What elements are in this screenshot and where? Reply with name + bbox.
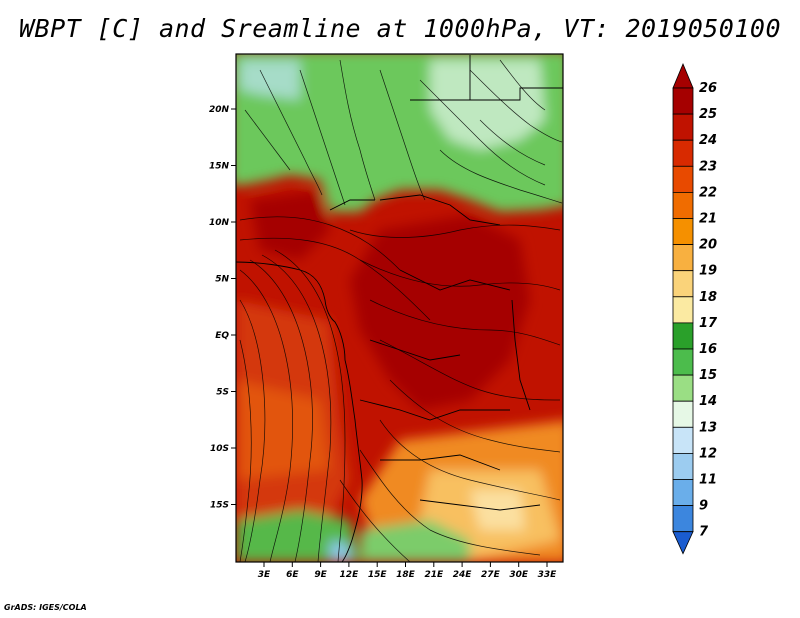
colorbar-label: 24 (699, 133, 717, 148)
colorbar-label: 19 (699, 264, 717, 279)
colorbar-top-arrow (672, 62, 694, 89)
colorbar-segment (672, 165, 694, 193)
colorbar-label: 9 (699, 499, 708, 514)
lon-tick-label: 27E (481, 570, 501, 580)
colorbar-segment (672, 426, 694, 454)
temperature-field (236, 54, 563, 562)
lat-tick-label: 15N (209, 162, 230, 172)
lon-tick-label: 9E (314, 570, 327, 580)
colorbar-label: 21 (699, 212, 717, 227)
colorbar-segment (672, 400, 694, 428)
colorbar-label: 20 (699, 238, 717, 253)
colorbar-segment (672, 505, 694, 533)
colorbar-label: 7 (699, 525, 709, 540)
colorbar-label: 12 (699, 446, 717, 461)
lon-tick-label: 21E (424, 570, 444, 580)
lon-tick-label: 33E (538, 570, 558, 580)
colorbar-segment (672, 452, 694, 480)
colorbar-label: 16 (699, 342, 717, 357)
colorbar-label: 22 (699, 185, 717, 200)
colorbar-label: 13 (699, 420, 717, 435)
colorbar-label: 26 (699, 81, 717, 96)
lon-tick-label: 18E (396, 570, 416, 580)
colorbar-segment (672, 374, 694, 402)
colorbar-segment (672, 296, 694, 324)
colorbar-label: 11 (699, 473, 717, 488)
lon-tick-label: 6E (286, 570, 299, 580)
colorbar-label: 23 (699, 159, 717, 174)
lon-tick-label: 15E (368, 570, 388, 580)
colorbar-segment (672, 479, 694, 507)
longitude-axis: 3E 6E 9E 12E 15E 18E 21E 24E 27E 30E 33E (258, 562, 557, 580)
colorbar: 26 25 24 23 22 21 20 19 18 17 16 15 14 13 12 11 9 7 (672, 62, 718, 555)
lon-tick-label: 24E (453, 570, 473, 580)
latitude-axis: 20N 15N 10N 5N EQ 5S 10S 15S (209, 105, 236, 511)
lon-tick-label: 3E (258, 570, 271, 580)
colorbar-segment (672, 270, 694, 298)
lat-tick-label: 10S (210, 444, 229, 454)
colorbar-segment (672, 191, 694, 219)
grads-credit: GrADS: IGES/COLA (4, 603, 87, 612)
colorbar-label: 15 (699, 368, 717, 383)
lat-tick-label: 5N (215, 275, 229, 285)
colorbar-label: 14 (699, 394, 717, 409)
lat-tick-label: 5S (216, 388, 229, 398)
streamlines (239, 59, 563, 562)
map-title: WBPT [C] and Sreamline at 1000hPa, VT: 2… (18, 14, 781, 43)
lat-tick-label: 20N (209, 105, 230, 115)
map-frame (235, 53, 564, 563)
colorbar-segment (672, 87, 694, 115)
colorbar-segment (672, 218, 694, 246)
colorbar-segment (672, 348, 694, 376)
colorbar-segment (672, 113, 694, 141)
colorbar-label: 25 (699, 107, 717, 122)
colorbar-label: 17 (699, 316, 718, 331)
coastline (236, 55, 563, 562)
lat-tick-label: EQ (215, 331, 229, 341)
colorbar-segment (672, 139, 694, 167)
lon-tick-label: 30E (509, 570, 529, 580)
lat-tick-label: 10N (209, 218, 230, 228)
colorbar-segment (672, 322, 694, 350)
lon-tick-label: 12E (340, 570, 360, 580)
colorbar-segment (672, 244, 694, 272)
lat-tick-label: 15S (210, 501, 229, 511)
colorbar-label: 18 (699, 290, 717, 305)
colorbar-bottom-arrow (672, 531, 694, 555)
